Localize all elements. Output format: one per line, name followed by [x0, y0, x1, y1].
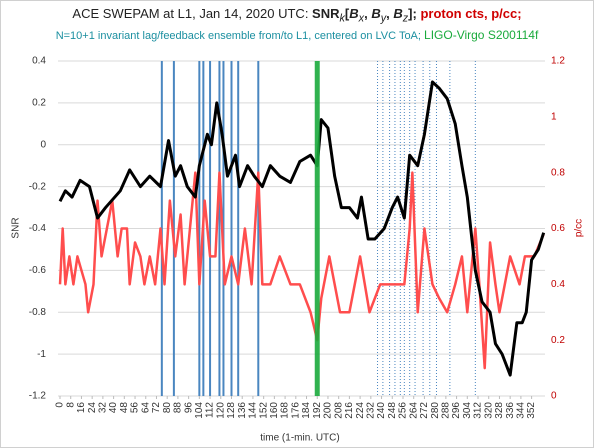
y2-tick-label: 0.2: [551, 335, 565, 346]
x-tick-label: 40: [108, 402, 119, 414]
x-tick-label: 152: [258, 402, 269, 419]
title-text: ;: [517, 6, 522, 21]
x-axis-label: time (1-min. UTC): [260, 433, 339, 444]
y-tick-label: 0.2: [32, 98, 46, 109]
x-tick-label: 192: [312, 402, 323, 419]
x-tick-label: 184: [301, 402, 312, 419]
x-tick-label: 312: [473, 402, 484, 419]
y2-axis-label: p/cc: [574, 219, 585, 237]
x-tick-label: 328: [494, 402, 505, 419]
y-tick-label: -1.2: [29, 391, 47, 402]
x-tick-label: 48: [119, 402, 130, 414]
x-tick-label: 96: [183, 402, 194, 414]
title-text: SNR: [312, 6, 340, 21]
y-tick-label: 0.4: [32, 56, 46, 67]
y2-tick-label: 0.8: [551, 167, 565, 178]
title-text: ,: [386, 6, 394, 21]
subtitle-text: LIGO-Virgo S200114f: [424, 27, 539, 42]
x-tick-label: 112: [205, 402, 216, 418]
x-tick-label: 304: [462, 402, 473, 419]
x-tick-label: 224: [355, 402, 366, 419]
x-tick-label: 128: [226, 402, 237, 419]
x-tick-label: 88: [173, 402, 184, 414]
y-axis-label: SNR: [11, 217, 22, 238]
x-tick-label: 160: [269, 402, 280, 419]
x-tick-label: 280: [430, 402, 441, 419]
y2-tick-label: 1: [551, 111, 557, 122]
x-tick-label: 248: [387, 402, 398, 419]
x-tick-label: 56: [130, 402, 141, 414]
x-tick-label: 256: [398, 402, 409, 419]
x-tick-label: 352: [526, 402, 537, 419]
chart-title: ACE SWEPAM at L1, Jan 14, 2020 UTC: SNRk…: [50, 6, 544, 44]
title-line: ACE SWEPAM at L1, Jan 14, 2020 UTC: SNRk…: [50, 6, 544, 27]
title-text: ,: [364, 6, 372, 21]
title-text: proton cts, p/cc: [420, 6, 518, 21]
title-text: B: [349, 6, 359, 21]
x-tick-label: 176: [290, 402, 301, 419]
title-text: [: [344, 6, 350, 21]
y-tick-label: -0.6: [29, 265, 47, 276]
title-text: ];: [408, 6, 421, 21]
x-tick-label: 344: [516, 402, 527, 419]
x-tick-label: 136: [237, 402, 248, 419]
x-tick-label: 16: [76, 402, 87, 414]
title-text: z: [402, 12, 409, 25]
x-tick-label: 272: [419, 402, 430, 419]
x-tick-label: 320: [483, 402, 494, 419]
x-tick-label: 208: [333, 402, 344, 419]
title-text: x: [358, 12, 365, 25]
x-tick-label: 144: [248, 402, 259, 419]
x-tick-label: 80: [162, 402, 173, 414]
x-tick-label: 200: [323, 402, 334, 419]
x-tick-label: 240: [376, 402, 387, 419]
y-tick-label: -0.4: [29, 223, 47, 234]
x-tick-label: 72: [151, 402, 162, 414]
x-tick-label: 0: [55, 402, 66, 408]
x-tick-label: 336: [505, 402, 516, 419]
x-tick-label: 168: [280, 402, 291, 419]
y2-tick-label: 0.6: [551, 223, 565, 234]
title-text: y: [380, 12, 387, 25]
title-text: B: [393, 6, 403, 21]
x-tick-label: 104: [194, 402, 205, 419]
x-tick-label: 32: [98, 402, 109, 414]
x-tick-label: 64: [140, 402, 151, 414]
x-tick-label: 216: [344, 402, 355, 419]
x-tick-label: 296: [451, 402, 462, 419]
y2-tick-label: 0: [551, 391, 557, 402]
x-tick-label: 24: [87, 402, 98, 414]
title-text: k: [339, 12, 345, 25]
subtitle: N=10+1 invariant lag/feedback ensemble f…: [50, 27, 544, 44]
x-tick-label: 264: [408, 402, 419, 419]
y-tick-label: -0.8: [29, 307, 47, 318]
x-tick-label: 8: [65, 402, 76, 408]
y2-tick-label: 0.4: [551, 279, 565, 290]
y-tick-label: 0: [40, 139, 46, 150]
x-tick-label: 232: [365, 402, 376, 419]
subtitle-text: N=10+1 invariant lag/feedback ensemble f…: [55, 29, 425, 42]
y-tick-label: -0.2: [29, 181, 47, 192]
y-tick-label: -1: [37, 349, 46, 360]
title-text: ACE SWEPAM at L1, Jan 14, 2020 UTC:: [72, 6, 313, 21]
y2-tick-label: 1.2: [551, 56, 565, 67]
x-tick-label: 288: [440, 402, 451, 419]
title-text: B: [371, 6, 381, 21]
data-line: [58, 171, 545, 370]
x-tick-label: 120: [215, 402, 226, 419]
